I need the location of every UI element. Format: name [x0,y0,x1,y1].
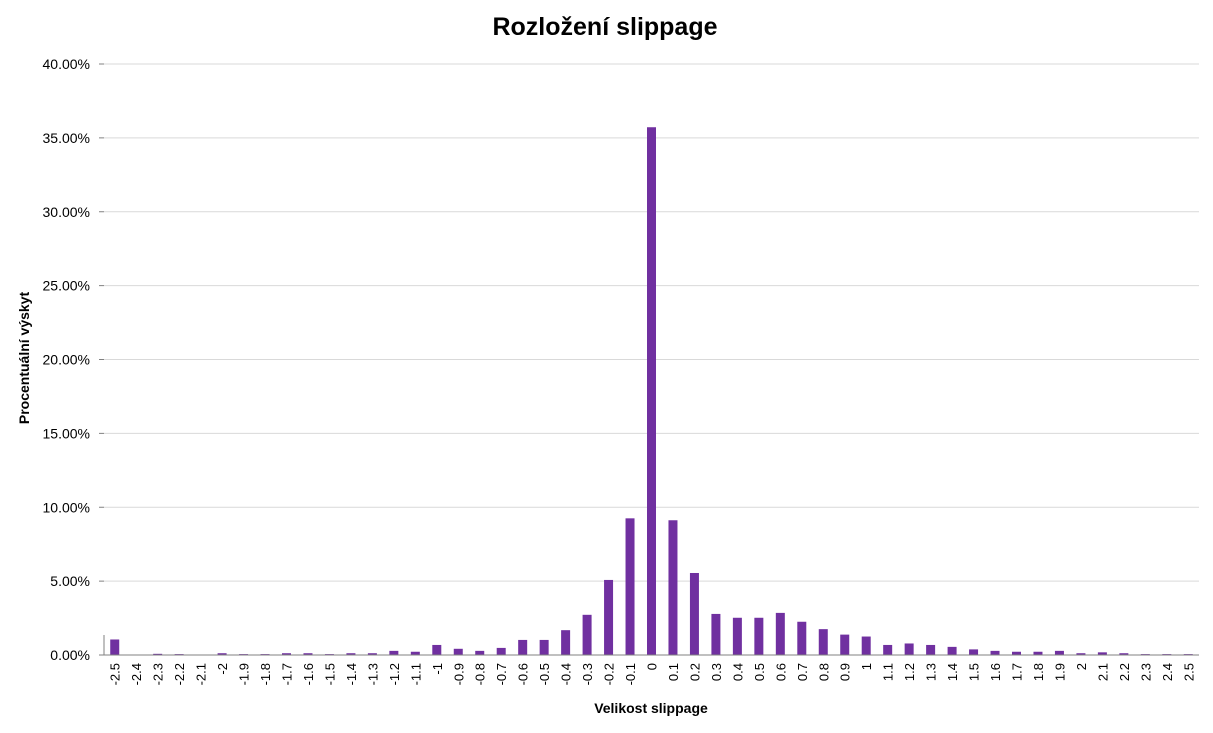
x-tick-label: 1.9 [1052,663,1067,681]
x-tick-label: -1 [430,663,445,675]
x-tick-label: 2.5 [1181,663,1196,681]
bar [690,573,699,655]
bar [797,622,806,655]
y-tick-label: 15.00% [43,425,90,441]
x-tick-label: 1.3 [924,663,939,681]
x-tick-label: 1.6 [988,663,1003,681]
y-axis-label: Procentuální výskyt [16,292,32,425]
x-tick-label: 2.1 [1095,663,1110,681]
bar [840,635,849,655]
bar [475,651,484,655]
x-tick-label: 0.9 [838,663,853,681]
bar [948,647,957,655]
bar [389,651,398,655]
chart-title: Rozložení slippage [492,13,717,41]
bar [432,645,441,655]
x-tick-label: 0.4 [730,663,745,681]
bar [454,649,463,655]
y-tick-label: 20.00% [43,352,90,368]
bar [1055,651,1064,655]
x-tick-label: -1.4 [344,663,359,685]
x-tick-label: -2.3 [151,663,166,685]
y-tick-label: 30.00% [43,204,90,220]
x-tick-label: 0.5 [752,663,767,681]
x-tick-label: -1.6 [301,663,316,685]
x-tick-label: 2.3 [1138,663,1153,681]
x-tick-label: -2.2 [172,663,187,685]
bar [561,630,570,655]
x-tick-label: -1.3 [365,663,380,685]
x-tick-label: 1.5 [967,663,982,681]
x-tick-label: 0.2 [687,663,702,681]
x-tick-label: 1 [859,663,874,670]
x-tick-label: -0.3 [580,663,595,685]
bar [604,580,613,655]
x-tick-label: -1.1 [408,663,423,685]
bar [497,648,506,655]
x-tick-label: 0.3 [709,663,724,681]
x-tick-label: -0.6 [516,663,531,685]
x-tick-label: -0.1 [623,663,638,685]
x-tick-label: -1.7 [280,663,295,685]
bar [647,127,656,655]
bar [711,614,720,655]
bar [754,618,763,655]
x-tick-label: 0.6 [773,663,788,681]
x-tick-label: -2.4 [129,663,144,685]
bar [518,640,527,655]
x-tick-label: 1.2 [902,663,917,681]
x-tick-label: 0.7 [795,663,810,681]
x-tick-label: -0.4 [559,663,574,685]
bar [733,618,742,655]
x-axis-label: Velikost slippage [594,700,708,716]
y-tick-label: 25.00% [43,278,90,294]
bar [883,645,892,655]
x-tick-label: 2.2 [1117,663,1132,681]
x-tick-label: 2.4 [1160,663,1175,681]
x-tick-label: 1.4 [945,663,960,681]
x-tick-label: -2.1 [194,663,209,685]
bar [862,637,871,655]
x-tick-label: 1.1 [881,663,896,681]
y-axis-ticks: 0.00% 5.00% 10.00% 15.00% 20.00% 25.00% 30.00%… [43,56,104,663]
bar [905,643,914,655]
bar [776,613,785,655]
bars [110,127,1193,655]
y-tick-label: 10.00% [43,499,90,515]
x-tick-label: -0.8 [473,663,488,685]
bar [819,629,828,655]
x-axis-ticks: -2.5 -2.4 -2.3 -2.2 -2.1 -2 -1.9 -1.8 -1.7 -1.6 -1… [108,663,1197,685]
x-tick-label: -2 [215,663,230,675]
x-tick-label: 2 [1074,663,1089,670]
y-tick-label: 40.00% [43,56,90,72]
x-tick-label: 0.8 [816,663,831,681]
x-tick-label: 0 [645,663,660,670]
bar [926,645,935,655]
x-tick-label: -0.2 [602,663,617,685]
x-tick-label: -2.5 [108,663,123,685]
x-tick-label: -1.9 [237,663,252,685]
y-tick-label: 5.00% [50,573,90,589]
x-tick-label: -1.8 [258,663,273,685]
y-tick-label: 0.00% [50,647,90,663]
y-tick-label: 35.00% [43,130,90,146]
x-tick-label: 1.8 [1031,663,1046,681]
bar [991,651,1000,655]
x-tick-label: -1.2 [387,663,402,685]
x-tick-label: -1.5 [322,663,337,685]
bar [583,615,592,655]
bar [540,640,549,655]
x-tick-label: 0.1 [666,663,681,681]
bar [110,639,119,655]
x-tick-label: -0.5 [537,663,552,685]
bar [668,520,677,655]
x-tick-label: -0.9 [451,663,466,685]
bar [626,518,635,655]
x-tick-label: 1.7 [1010,663,1025,681]
x-tick-label: -0.7 [494,663,509,685]
bar [969,649,978,655]
